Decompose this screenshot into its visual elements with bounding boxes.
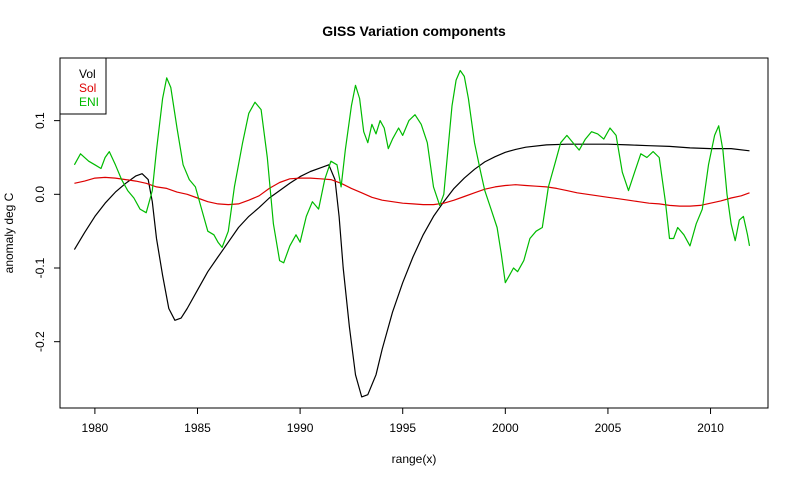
series-line-vol [73,143,750,398]
y-axis-label: anomaly deg C [2,192,16,273]
y-axis: -0.2 -0.1 0.0 0.1 [33,112,61,352]
y-tick-label: 0.0 [33,186,47,203]
y-tick-label: -0.1 [33,257,47,278]
legend-box [59,57,107,115]
x-tick-label: 2010 [697,421,724,435]
chart-title: GISS Variation components [322,23,506,39]
x-tick-label: 2000 [492,421,519,435]
x-tick-label: 1985 [184,421,211,435]
series-line-eni [73,69,751,284]
x-axis: 1980 1985 1990 1995 2000 2005 2010 [82,407,724,435]
y-tick-label: -0.2 [33,331,47,352]
series-line-sol [74,176,750,207]
x-tick-label: 1980 [82,421,109,435]
x-axis-label: range(x) [392,452,437,466]
x-tick-label: 1995 [389,421,416,435]
series-layer [73,69,751,398]
legend-item-vol: Vol [79,67,96,81]
x-tick-label: 2005 [595,421,622,435]
legend-item-eni: ENI [79,95,99,109]
legend-item-sol: Sol [79,81,96,95]
x-tick-label: 1990 [287,421,314,435]
plot-frame [59,57,769,409]
y-tick-label: 0.1 [33,112,47,129]
